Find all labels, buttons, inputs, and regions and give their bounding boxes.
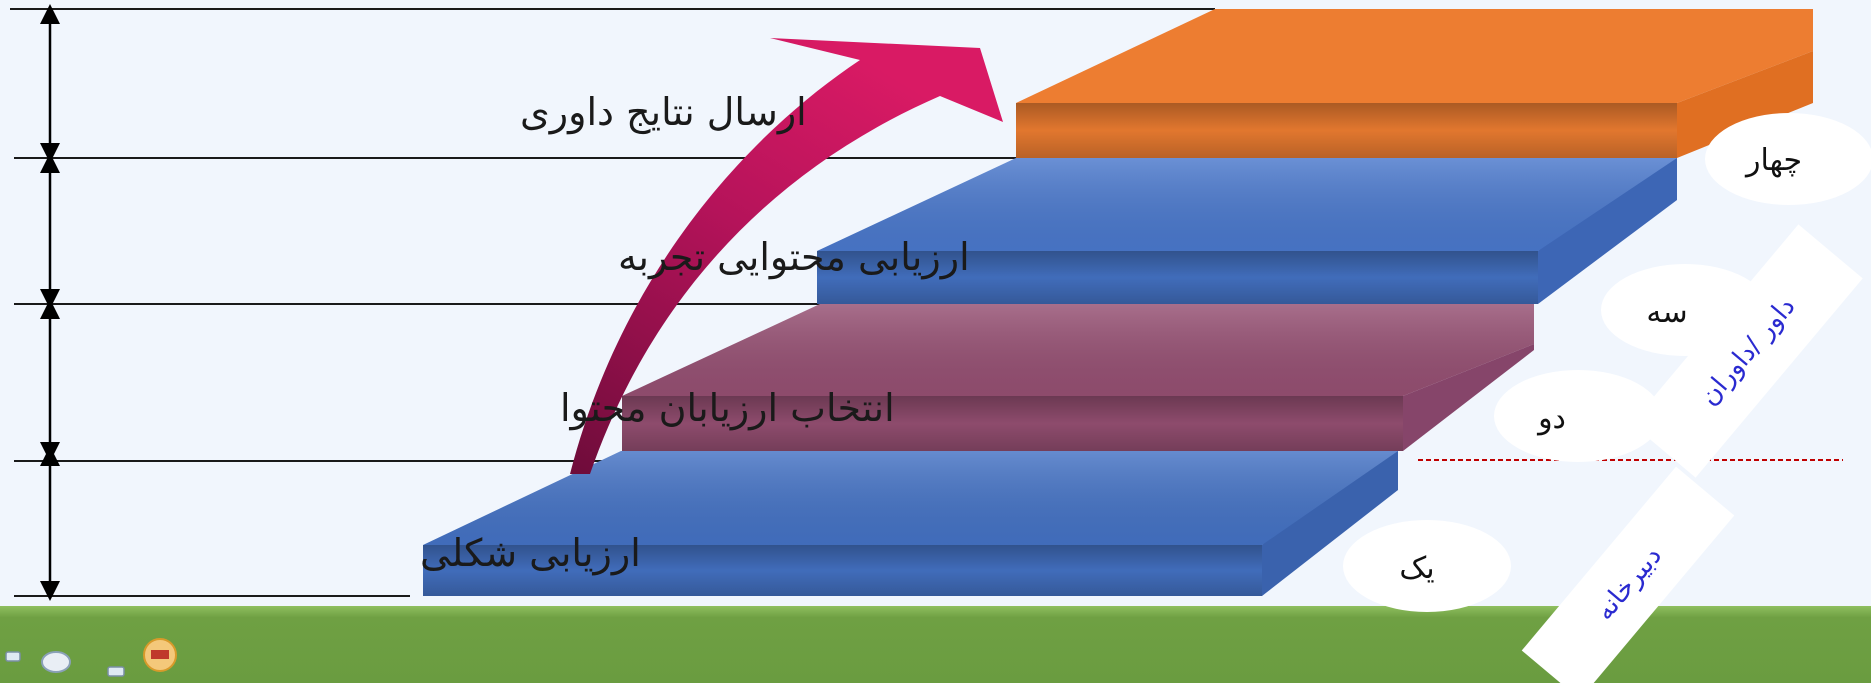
window-icon bbox=[5, 651, 21, 662]
step-four bbox=[1016, 9, 1813, 158]
step-four-side bbox=[1677, 51, 1813, 158]
step-number-three: سه bbox=[1646, 295, 1687, 330]
step-one bbox=[423, 451, 1398, 596]
step-two bbox=[622, 304, 1534, 451]
step-three-side bbox=[1538, 158, 1677, 304]
step-two-side bbox=[1403, 344, 1534, 451]
progress-arrow bbox=[570, 38, 1003, 474]
stage-label-one: ارزیابی شکلی bbox=[420, 531, 641, 575]
step-number-oval-one bbox=[1343, 520, 1511, 612]
step-number-one: یک bbox=[1399, 551, 1434, 586]
mail-icon bbox=[41, 651, 71, 673]
stage-label-two: انتخاب ارزیابان محتوا bbox=[560, 386, 895, 431]
step-number-oval-two bbox=[1494, 370, 1662, 462]
monitor-icon bbox=[107, 666, 125, 677]
step-four-top bbox=[1016, 9, 1813, 103]
step-three bbox=[817, 158, 1677, 304]
step-number-oval-four bbox=[1705, 113, 1871, 205]
stage-labels: ارسال نتایج داوری ارزیابی محتوایی تجربه … bbox=[420, 90, 970, 575]
step-number-four: چهار bbox=[1744, 143, 1802, 178]
taskbar-icons bbox=[5, 638, 177, 677]
stage-label-four: ارسال نتایج داوری bbox=[520, 90, 807, 135]
step-one-side bbox=[1262, 451, 1398, 596]
step-numbers: چهار سه دو یک bbox=[1343, 113, 1871, 612]
level-lines bbox=[10, 8, 1215, 597]
step-number-two: دو bbox=[1536, 401, 1566, 436]
stage-label-three: ارزیابی محتوایی تجربه bbox=[618, 235, 970, 280]
folder-icon-inner bbox=[151, 650, 169, 659]
